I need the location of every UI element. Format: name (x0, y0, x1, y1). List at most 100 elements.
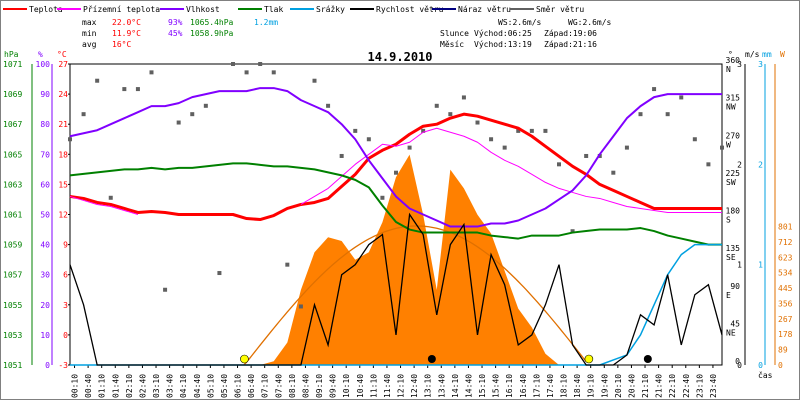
tick-label-ms: 2 (737, 160, 742, 169)
wind-direction-point (231, 62, 235, 66)
wind-direction-point (339, 153, 344, 158)
tick-label-pct: 70 (40, 150, 50, 159)
stat-max-press: 1065.4hPa (190, 18, 234, 27)
tick-label-mm: 0 (758, 361, 763, 370)
tick-label-x: 13:40 (437, 374, 446, 398)
wind-direction-point (380, 195, 385, 200)
wind-direction-point (584, 153, 589, 158)
tick-label-mm: 2 (758, 160, 763, 169)
wind-direction-point (638, 112, 643, 117)
wind-direction-point (149, 70, 154, 75)
tick-label-x: 07:40 (274, 374, 283, 398)
tick-label-pct: 100 (36, 60, 51, 69)
tick-label-temp: 3 (63, 301, 68, 310)
tick-label-deg: 90 (730, 282, 740, 291)
wind-direction-point (557, 162, 561, 167)
tick-label-x: 10:40 (356, 374, 365, 398)
tick-label-x: 06:40 (247, 374, 256, 398)
tick-label-temp: 24 (58, 90, 68, 99)
tick-label-w: 534 (778, 269, 793, 278)
wind-direction-point (366, 137, 371, 142)
tick-label-mm: 1 (758, 261, 763, 270)
series-line (69, 112, 722, 222)
tick-label-temp: 0 (63, 331, 68, 340)
tick-label-x: 22:10 (668, 374, 677, 398)
tick-label-hpa: 1061 (3, 211, 22, 220)
tick-label-deg: 180 (726, 207, 741, 216)
sunrise-marker (240, 354, 249, 364)
wind-direction-point (624, 145, 629, 150)
tick-label-x: 05:10 (206, 374, 215, 398)
tick-label-dir: NE (726, 328, 736, 337)
legend-label: Srážky (316, 5, 345, 14)
tick-label-pct: 90 (40, 90, 50, 99)
axis-title-hpa: hPa (4, 50, 19, 59)
tick-label-mm: 3 (758, 60, 763, 69)
tick-label-x: 01:40 (111, 374, 120, 398)
wind-direction-point (163, 287, 168, 292)
tick-label-hpa: 1059 (3, 241, 22, 250)
tick-label-temp: -3 (58, 361, 68, 370)
wind-direction-point (720, 145, 724, 150)
axis-title-ms: m/s (745, 50, 760, 59)
tick-label-x: 16:40 (519, 374, 528, 398)
tick-label-x: 22:40 (682, 374, 691, 398)
tick-label-temp: 6 (63, 271, 68, 280)
tick-label-dir: N (726, 65, 731, 74)
stat-max-temp: 22.0°C (112, 18, 141, 27)
tick-label-x: 11:40 (383, 374, 392, 398)
tick-label-x: 23:10 (695, 374, 704, 398)
tick-label-x: 14:40 (464, 374, 473, 398)
tick-label-deg: 225 (726, 169, 741, 178)
stat-sun-label: Slunce (440, 29, 469, 38)
stat-moon-label: Měsíc (440, 40, 464, 49)
tick-label-pct: 0 (45, 361, 50, 370)
stat-min-press: 1058.9hPa (190, 29, 234, 38)
axis-title-mm: mm (762, 50, 772, 59)
wind-direction-point (611, 170, 616, 175)
tick-label-deg: 270 (726, 131, 741, 140)
tick-label-w: 178 (778, 330, 793, 339)
wind-direction-point (176, 120, 181, 125)
wind-direction-point (258, 62, 263, 66)
tick-label-pct: 60 (40, 180, 50, 189)
wind-direction-point (652, 87, 657, 92)
wind-direction-point (665, 112, 670, 117)
tick-label-x: 14:10 (451, 374, 460, 398)
tick-label-temp: 21 (58, 120, 68, 129)
tick-label-x: 03:40 (166, 374, 175, 398)
wind-direction-point (570, 229, 575, 234)
legend-label: Teplota (29, 5, 63, 14)
moonset-marker (643, 355, 652, 363)
tick-label-dir: W (726, 140, 731, 149)
tick-label-x: 03:10 (152, 374, 161, 398)
tick-label-x: 12:10 (397, 374, 406, 398)
tick-label-x: 23:40 (709, 374, 718, 398)
tick-label-deg: 315 (726, 94, 741, 103)
tick-label-x: 06:10 (234, 374, 243, 398)
sun-radiation-curve (243, 225, 587, 366)
tick-label-dir: NW (726, 103, 736, 112)
axis-title-deg: ° (728, 50, 733, 59)
wind-direction-point (679, 95, 684, 100)
tick-label-x: 04:10 (179, 374, 188, 398)
tick-label-hpa: 1065 (3, 150, 22, 159)
tick-label-x: 18:40 (573, 374, 582, 398)
wind-direction-point (543, 128, 548, 133)
wind-direction-point (271, 70, 276, 75)
wind-direction-point (448, 112, 453, 117)
tick-label-hpa: 1055 (3, 301, 22, 310)
radiation-area (70, 154, 722, 365)
wind-direction-point (203, 103, 208, 108)
tick-label-x: 05:40 (220, 374, 229, 398)
wind-speed-line (69, 212, 723, 366)
tick-label-x: 17:40 (546, 374, 555, 398)
tick-label-dir: SW (726, 178, 736, 187)
tick-label-w: 801 (778, 223, 793, 232)
stat-avg-temp: 16°C (112, 40, 131, 49)
tick-label-pct: 50 (40, 211, 50, 220)
stat-min-label: min (82, 29, 97, 38)
axis-title-w: W (780, 50, 785, 59)
legend-label: Přízemní teplota (83, 5, 160, 14)
